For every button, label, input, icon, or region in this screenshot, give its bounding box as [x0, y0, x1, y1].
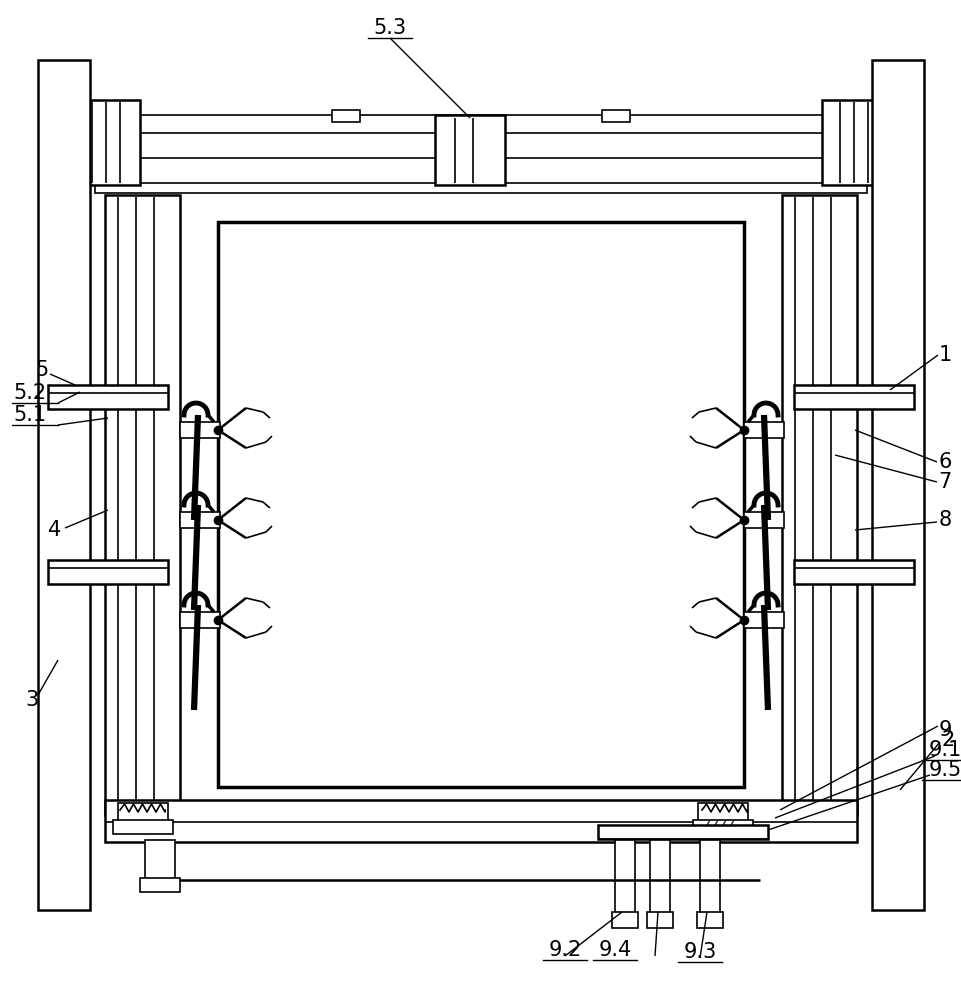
Bar: [105, 800, 856, 842]
Text: 7: 7: [937, 472, 950, 492]
Bar: [698, 803, 748, 823]
Bar: [332, 110, 359, 122]
Text: 9.3: 9.3: [682, 942, 716, 962]
Bar: [647, 912, 673, 928]
Bar: [743, 612, 783, 628]
Bar: [598, 825, 767, 839]
Bar: [434, 115, 505, 185]
Text: 8: 8: [938, 510, 950, 530]
Bar: [140, 878, 180, 892]
Bar: [95, 183, 866, 193]
Bar: [650, 840, 669, 915]
Bar: [821, 100, 901, 185]
Text: 5: 5: [36, 360, 49, 380]
Bar: [602, 110, 629, 122]
Bar: [697, 912, 723, 928]
Bar: [112, 820, 173, 834]
Bar: [614, 840, 634, 915]
Bar: [60, 100, 140, 185]
Bar: [743, 512, 783, 528]
Bar: [793, 385, 913, 409]
Text: 6: 6: [937, 452, 950, 472]
Text: 1: 1: [937, 345, 950, 365]
Bar: [95, 115, 866, 133]
Text: 9.1: 9.1: [927, 740, 961, 760]
Bar: [871, 60, 923, 910]
Bar: [180, 612, 220, 628]
Bar: [118, 803, 168, 823]
Text: 4: 4: [48, 520, 62, 540]
Text: 9.2: 9.2: [548, 940, 581, 960]
Bar: [700, 840, 719, 915]
Text: 5.3: 5.3: [373, 18, 407, 38]
Bar: [105, 195, 180, 815]
Bar: [180, 512, 220, 528]
Text: 5.2: 5.2: [13, 383, 46, 403]
Bar: [781, 195, 856, 815]
Bar: [692, 820, 752, 834]
Text: 3: 3: [25, 690, 38, 710]
Bar: [145, 840, 175, 880]
Bar: [218, 222, 743, 787]
Text: 9: 9: [937, 720, 950, 740]
Bar: [743, 422, 783, 438]
Bar: [793, 560, 913, 584]
Bar: [48, 560, 168, 584]
Bar: [110, 130, 851, 185]
Bar: [38, 60, 90, 910]
Bar: [180, 422, 220, 438]
Bar: [611, 912, 637, 928]
Text: 2: 2: [941, 730, 953, 750]
Text: 9.4: 9.4: [598, 940, 631, 960]
Text: 5.1: 5.1: [13, 405, 46, 425]
Bar: [48, 385, 168, 409]
Text: 9.5: 9.5: [927, 760, 961, 780]
